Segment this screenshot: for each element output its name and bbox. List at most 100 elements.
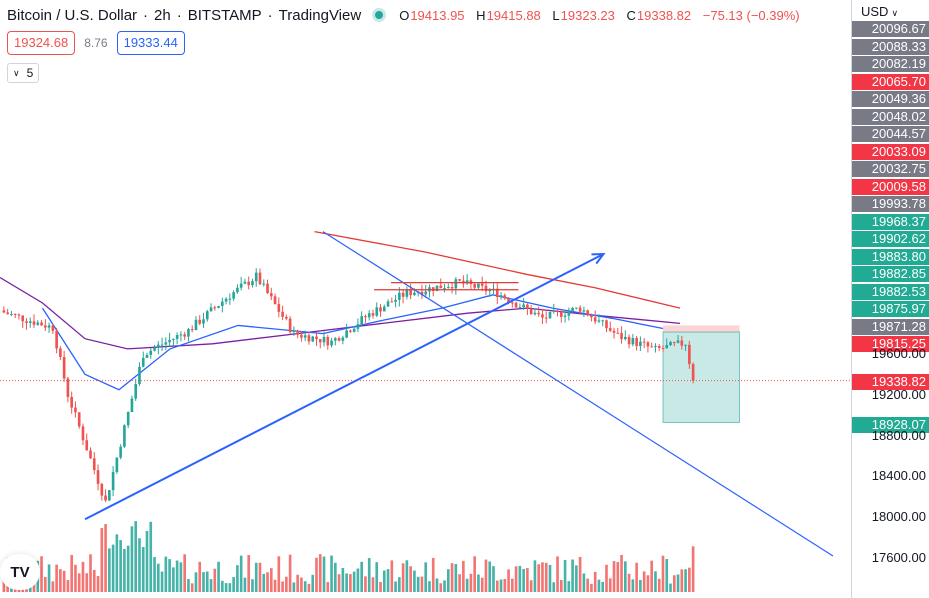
volume-bar (70, 554, 73, 592)
candle-body (194, 319, 198, 331)
candle-body (21, 315, 25, 322)
tradingview-logo-icon[interactable]: TV (0, 554, 40, 590)
volume-bar (563, 559, 567, 592)
volume-bar (326, 582, 330, 592)
volume-bar (559, 579, 563, 592)
candle-body (239, 283, 243, 288)
volume-bar (100, 528, 104, 592)
volume-bar (258, 562, 262, 592)
price-axis[interactable]: USD ∨ 19338.82 18928.07 20096.67 20088.33 2… (851, 0, 929, 598)
candle-body (266, 283, 269, 294)
candle-body (149, 350, 153, 355)
candle-body (454, 279, 458, 289)
volume-bar (575, 565, 578, 592)
candle-body (356, 324, 360, 329)
candle-body (40, 322, 43, 326)
target-price-label: 18928.07 (852, 417, 929, 433)
candle-body (258, 272, 262, 285)
profit-target-zone (662, 331, 740, 424)
volume-bar (247, 555, 251, 592)
volume-bar (115, 534, 119, 592)
price-label: 19902.62 (852, 231, 929, 247)
candle-body (661, 347, 665, 349)
volume-bar (59, 569, 62, 592)
candle-body (364, 316, 367, 318)
volume-bar (495, 580, 499, 592)
candle-body (247, 281, 251, 286)
volume-bar (254, 562, 258, 592)
volume-bar (138, 538, 141, 592)
candle-body (47, 325, 51, 328)
volume-bar (488, 561, 492, 592)
volume-bar (571, 559, 574, 592)
candle-body (511, 302, 514, 304)
volume-bar (126, 545, 130, 592)
volume-bar (375, 562, 379, 592)
candle-body (119, 446, 122, 458)
volume-bar (108, 548, 111, 592)
price-label: 20096.67 (852, 21, 929, 37)
volume-bar (612, 561, 616, 592)
candle-body (145, 354, 149, 358)
volume-bar (266, 572, 269, 592)
price-label: 20044.57 (852, 126, 929, 142)
candle-body (164, 342, 168, 345)
market-open-status-icon[interactable] (375, 11, 384, 19)
candle-body (559, 311, 563, 317)
interval-label[interactable]: 2h (154, 6, 171, 24)
candle-body (292, 330, 296, 333)
indicators-toggle-button[interactable]: ∨ 5 (7, 63, 40, 83)
candle-body (567, 311, 571, 316)
candle-body (74, 407, 77, 413)
candle-body (382, 306, 386, 312)
close-value: 19338.82 (636, 7, 692, 23)
volume-bar (213, 568, 217, 592)
candle-body (657, 346, 661, 348)
candle-body (620, 332, 623, 340)
moving-average-line (314, 230, 681, 309)
volume-bar (578, 556, 582, 592)
volume-bar (386, 569, 390, 592)
candle-body (518, 307, 522, 309)
volume-bar (379, 581, 382, 592)
candle-body (631, 338, 635, 345)
candle-body (138, 366, 141, 385)
volume-bar (345, 573, 348, 592)
buy-button[interactable]: 19333.44 (116, 31, 185, 55)
candle-body (684, 344, 687, 346)
candle-body (473, 284, 476, 288)
separator-dot: · (176, 6, 182, 24)
volume-bar (552, 582, 556, 592)
volume-bar (597, 579, 601, 592)
candle-body (277, 304, 281, 312)
volume-bar (439, 583, 443, 592)
candle-body (134, 384, 138, 399)
candle-body (175, 335, 179, 339)
candle-body (499, 295, 503, 297)
volume-bar (175, 560, 179, 592)
volume-bar (492, 566, 495, 592)
open-key: O (399, 7, 410, 23)
candle-body (608, 328, 612, 331)
volume-bar (526, 568, 529, 592)
price-tick-label: 18800.00 (871, 427, 926, 443)
candle-body (10, 313, 13, 315)
volume-bar (239, 555, 243, 592)
volume-bar (168, 559, 171, 592)
candle-body (680, 340, 684, 346)
volume-bar (533, 560, 537, 592)
candle-body (89, 450, 92, 459)
volume-bar (669, 583, 672, 592)
symbol-title[interactable]: Bitcoin / U.S. Dollar (7, 6, 138, 24)
volume-bar (273, 579, 277, 592)
volume-bar (364, 576, 367, 592)
sell-button[interactable]: 19324.68 (7, 31, 76, 55)
currency-selector[interactable]: USD ∨ (861, 4, 898, 19)
volume-bar (511, 578, 514, 592)
volume-bar (639, 579, 642, 592)
volume-bar (104, 524, 107, 592)
volume-bar (205, 571, 209, 592)
candle-body (582, 310, 586, 312)
candle-body (318, 339, 322, 343)
